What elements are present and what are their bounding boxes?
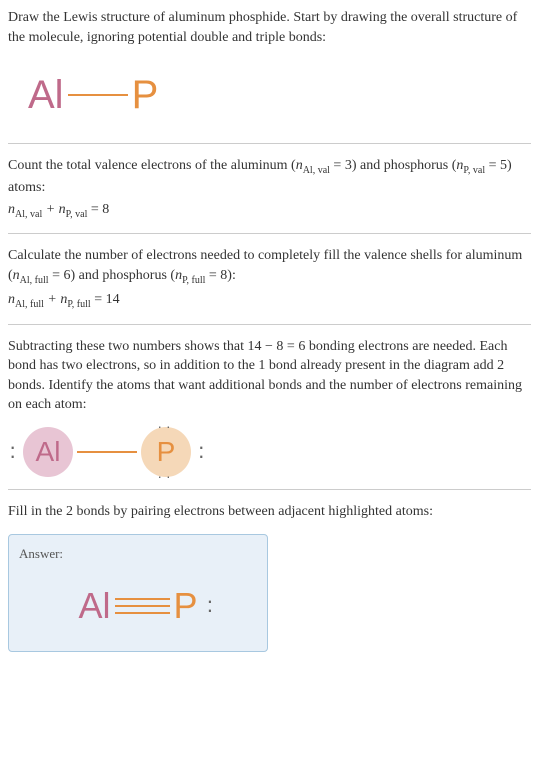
lone-pair-icon: ·· <box>198 443 205 461</box>
subscript: P, full <box>182 275 205 286</box>
bond-line <box>115 612 170 614</box>
eq-sub: Al, val <box>15 208 42 219</box>
bond-line <box>115 598 170 600</box>
bonding-instruction: Subtracting these two numbers shows that… <box>8 337 531 415</box>
eq-plus: + <box>44 292 60 307</box>
eq-result: = 8 <box>87 202 109 217</box>
answer-label: Answer: <box>19 545 257 563</box>
single-bond-line <box>68 94 128 96</box>
initial-structure: Al P <box>28 67 531 123</box>
full-shell-text: Calculate the number of electrons needed… <box>8 246 531 287</box>
text-part: = 3) and phosphorus ( <box>330 158 457 173</box>
eq-var: n <box>8 292 15 307</box>
text-part: = 8): <box>205 268 235 283</box>
subscript: Al, val <box>303 165 330 176</box>
valence-count-text: Count the total valence electrons of the… <box>8 156 531 197</box>
single-bond-line <box>77 451 137 453</box>
lone-pair-icon: ·· <box>206 597 213 615</box>
var: n <box>175 268 182 283</box>
final-instruction: Fill in the 2 bonds by pairing electrons… <box>8 502 531 522</box>
text-part: Count the total valence electrons of the… <box>8 158 296 173</box>
phosphorus-atom-circle: ·· P ·· ·· <box>141 427 191 477</box>
triple-bond-icon <box>115 598 170 614</box>
phosphorus-label: P <box>174 585 198 626</box>
eq-result: = 14 <box>91 292 120 307</box>
divider <box>8 233 531 234</box>
eq-var: n <box>59 202 66 217</box>
phosphorus-symbol: P <box>132 67 159 123</box>
eq-sub: P, full <box>67 299 90 310</box>
divider <box>8 143 531 144</box>
aluminum-atom-circle: ·· Al <box>23 427 73 477</box>
final-structure: Al P ·· <box>19 581 257 631</box>
eq-plus: + <box>42 202 58 217</box>
var: n <box>13 268 20 283</box>
eq-sub: Al, full <box>15 299 44 310</box>
lone-pair-icon: ·· <box>157 417 174 437</box>
highlighted-structure: ·· Al ·· P ·· ·· <box>23 427 531 477</box>
valence-equation: nAl, val + nP, val = 8 <box>8 200 531 222</box>
aluminum-symbol: Al <box>78 581 110 631</box>
eq-var: n <box>8 202 15 217</box>
bond-line <box>115 605 170 607</box>
intro-text: Draw the Lewis structure of aluminum pho… <box>8 8 531 47</box>
text-part: = 6) and phosphorus ( <box>49 268 176 283</box>
answer-box: Answer: Al P ·· <box>8 534 268 653</box>
phosphorus-symbol: P <box>157 432 176 471</box>
phosphorus-symbol: P ·· <box>174 581 198 631</box>
lone-pair-icon: ·· <box>157 467 174 487</box>
aluminum-symbol: Al <box>36 432 61 471</box>
subscript: P, val <box>463 165 485 176</box>
lone-pair-icon: ·· <box>9 443 16 461</box>
subscript: Al, full <box>20 275 49 286</box>
aluminum-symbol: Al <box>28 67 64 123</box>
var: n <box>296 158 303 173</box>
eq-sub: P, val <box>66 208 88 219</box>
divider <box>8 324 531 325</box>
divider <box>8 489 531 490</box>
full-shell-equation: nAl, full + nP, full = 14 <box>8 290 531 312</box>
